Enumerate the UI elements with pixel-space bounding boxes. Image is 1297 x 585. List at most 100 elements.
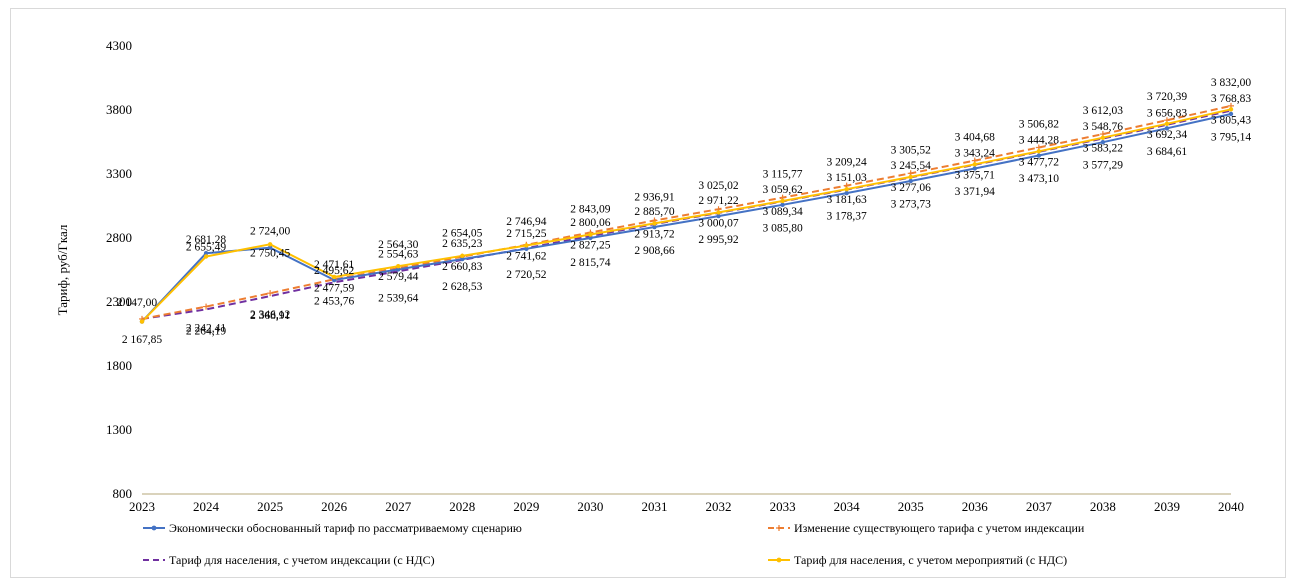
data-label: 3 656,83 [1147, 107, 1188, 119]
y-axis-label: Тариф, руб/Гкал [55, 224, 70, 315]
data-label: 2 885,70 [634, 206, 675, 218]
data-label: 2 654,05 [442, 228, 483, 240]
data-label: 2 346,12 [250, 309, 291, 321]
y-tick-label: 2300 [106, 294, 132, 309]
legend-label: Экономически обоснованный тариф по рассм… [169, 521, 522, 535]
data-label: 2 539,64 [378, 292, 419, 304]
x-tick-label: 2033 [770, 499, 796, 514]
data-label: 3 477,72 [1019, 156, 1060, 168]
x-axis-tick-labels: 2023 2024 2025 2026 2027 2028 2029 2030 2031 2032… [129, 499, 1244, 514]
y-tick-label: 4300 [106, 38, 132, 53]
point-marker [1100, 139, 1106, 145]
data-label: 3 151,03 [827, 172, 868, 184]
data-label: 2 147,00 [117, 297, 158, 309]
point-marker [972, 166, 977, 171]
data-label: 2 720,52 [506, 269, 547, 281]
data-label: 2 635,23 [442, 238, 483, 250]
y-tick-label: 3800 [106, 102, 132, 117]
point-marker [1228, 111, 1234, 117]
data-label: 2 843,09 [570, 203, 611, 215]
x-tick-label: 2030 [577, 499, 603, 514]
x-tick-label: 2026 [321, 499, 348, 514]
data-label: 3 404,68 [955, 132, 996, 144]
data-label: 2 167,85 [122, 334, 163, 346]
point-marker [972, 162, 977, 167]
data-label: 3 577,29 [1083, 160, 1124, 172]
data-label: 2 242,41 [186, 322, 227, 334]
data-label: 2 368,91 [250, 310, 291, 322]
data-label: 3 444,28 [1019, 135, 1060, 147]
x-tick-label: 2031 [641, 499, 667, 514]
data-label: 3 692,34 [1147, 129, 1188, 141]
x-tick-label: 2028 [449, 499, 475, 514]
y-tick-label: 2800 [106, 230, 132, 245]
point-marker [588, 235, 593, 241]
x-tick-label: 2023 [129, 499, 155, 514]
point-marker [844, 190, 849, 196]
x-tick-label: 2029 [513, 499, 539, 514]
point-marker [716, 210, 721, 215]
point-marker [652, 224, 657, 230]
data-label: 3 343,24 [955, 147, 996, 159]
data-label: 3 085,80 [762, 222, 803, 234]
point-marker [588, 232, 593, 237]
legend-marker [776, 525, 782, 531]
series-line-3 [141, 108, 1232, 323]
x-tick-label: 2038 [1090, 499, 1116, 514]
point-marker [1036, 149, 1042, 154]
point-marker [524, 243, 529, 248]
point-marker [780, 202, 785, 207]
y-axis-tick-labels: 800 1300 1800 2300 2800 3300 3800 4300 [106, 38, 132, 501]
data-label: 3 305,52 [891, 144, 932, 156]
data-label: 2 827,25 [570, 240, 611, 252]
y-tick-label: 3300 [106, 166, 132, 181]
data-label: 2 495,62 [314, 265, 355, 277]
data-label: 3 684,61 [1147, 146, 1188, 158]
data-label: 3 059,62 [762, 184, 803, 196]
x-tick-label: 2039 [1154, 499, 1180, 514]
data-label: 3 209,24 [827, 157, 868, 169]
point-marker [1100, 135, 1106, 140]
data-label: 2 628,53 [442, 281, 483, 293]
point-marker [1164, 126, 1170, 131]
x-tick-label: 2035 [898, 499, 924, 514]
data-label: 2 800,06 [570, 217, 611, 229]
series-line-1 [141, 104, 1232, 320]
point-marker [652, 221, 657, 226]
point-marker [139, 319, 145, 324]
point-marker [396, 267, 401, 272]
point-marker [396, 264, 401, 269]
data-label: 3 375,71 [955, 169, 996, 181]
data-label: 3 583,22 [1083, 143, 1124, 155]
data-label: 2 750,45 [250, 247, 291, 259]
data-label: 3 000,07 [698, 217, 739, 229]
point-marker [780, 198, 785, 204]
data-label: 2 264,19 [186, 326, 227, 338]
data-label: 3 371,94 [955, 186, 996, 198]
y-tick-label: 1300 [106, 422, 132, 437]
x-tick-label: 2032 [706, 499, 732, 514]
legend-marker [776, 557, 782, 563]
data-label: 3 795,14 [1211, 132, 1252, 144]
x-tick-label: 2024 [193, 499, 220, 514]
point-marker [203, 303, 210, 310]
data-label: 3 025,02 [698, 180, 739, 192]
point-marker [331, 277, 337, 283]
data-label: 3 181,63 [827, 194, 868, 206]
data-label: 2 908,66 [634, 245, 675, 257]
data-label: 3 506,82 [1019, 119, 1060, 131]
series-lines [141, 104, 1232, 323]
point-marker [460, 253, 465, 259]
data-label: 2 477,59 [314, 282, 355, 294]
data-label: 3 768,83 [1211, 93, 1252, 105]
legend: Экономически обоснованный тариф по рассм… [143, 521, 1085, 567]
data-label: 2 971,22 [698, 195, 739, 207]
y-tick-label: 1800 [106, 358, 132, 373]
data-label: 2 936,91 [634, 191, 675, 203]
point-marker [1036, 153, 1042, 158]
point-marker [267, 290, 274, 297]
point-marker [267, 245, 273, 250]
point-marker [1228, 107, 1234, 112]
legend-label: Тариф для населения, с учетом мероприяти… [794, 553, 1067, 567]
point-marker [203, 254, 209, 259]
